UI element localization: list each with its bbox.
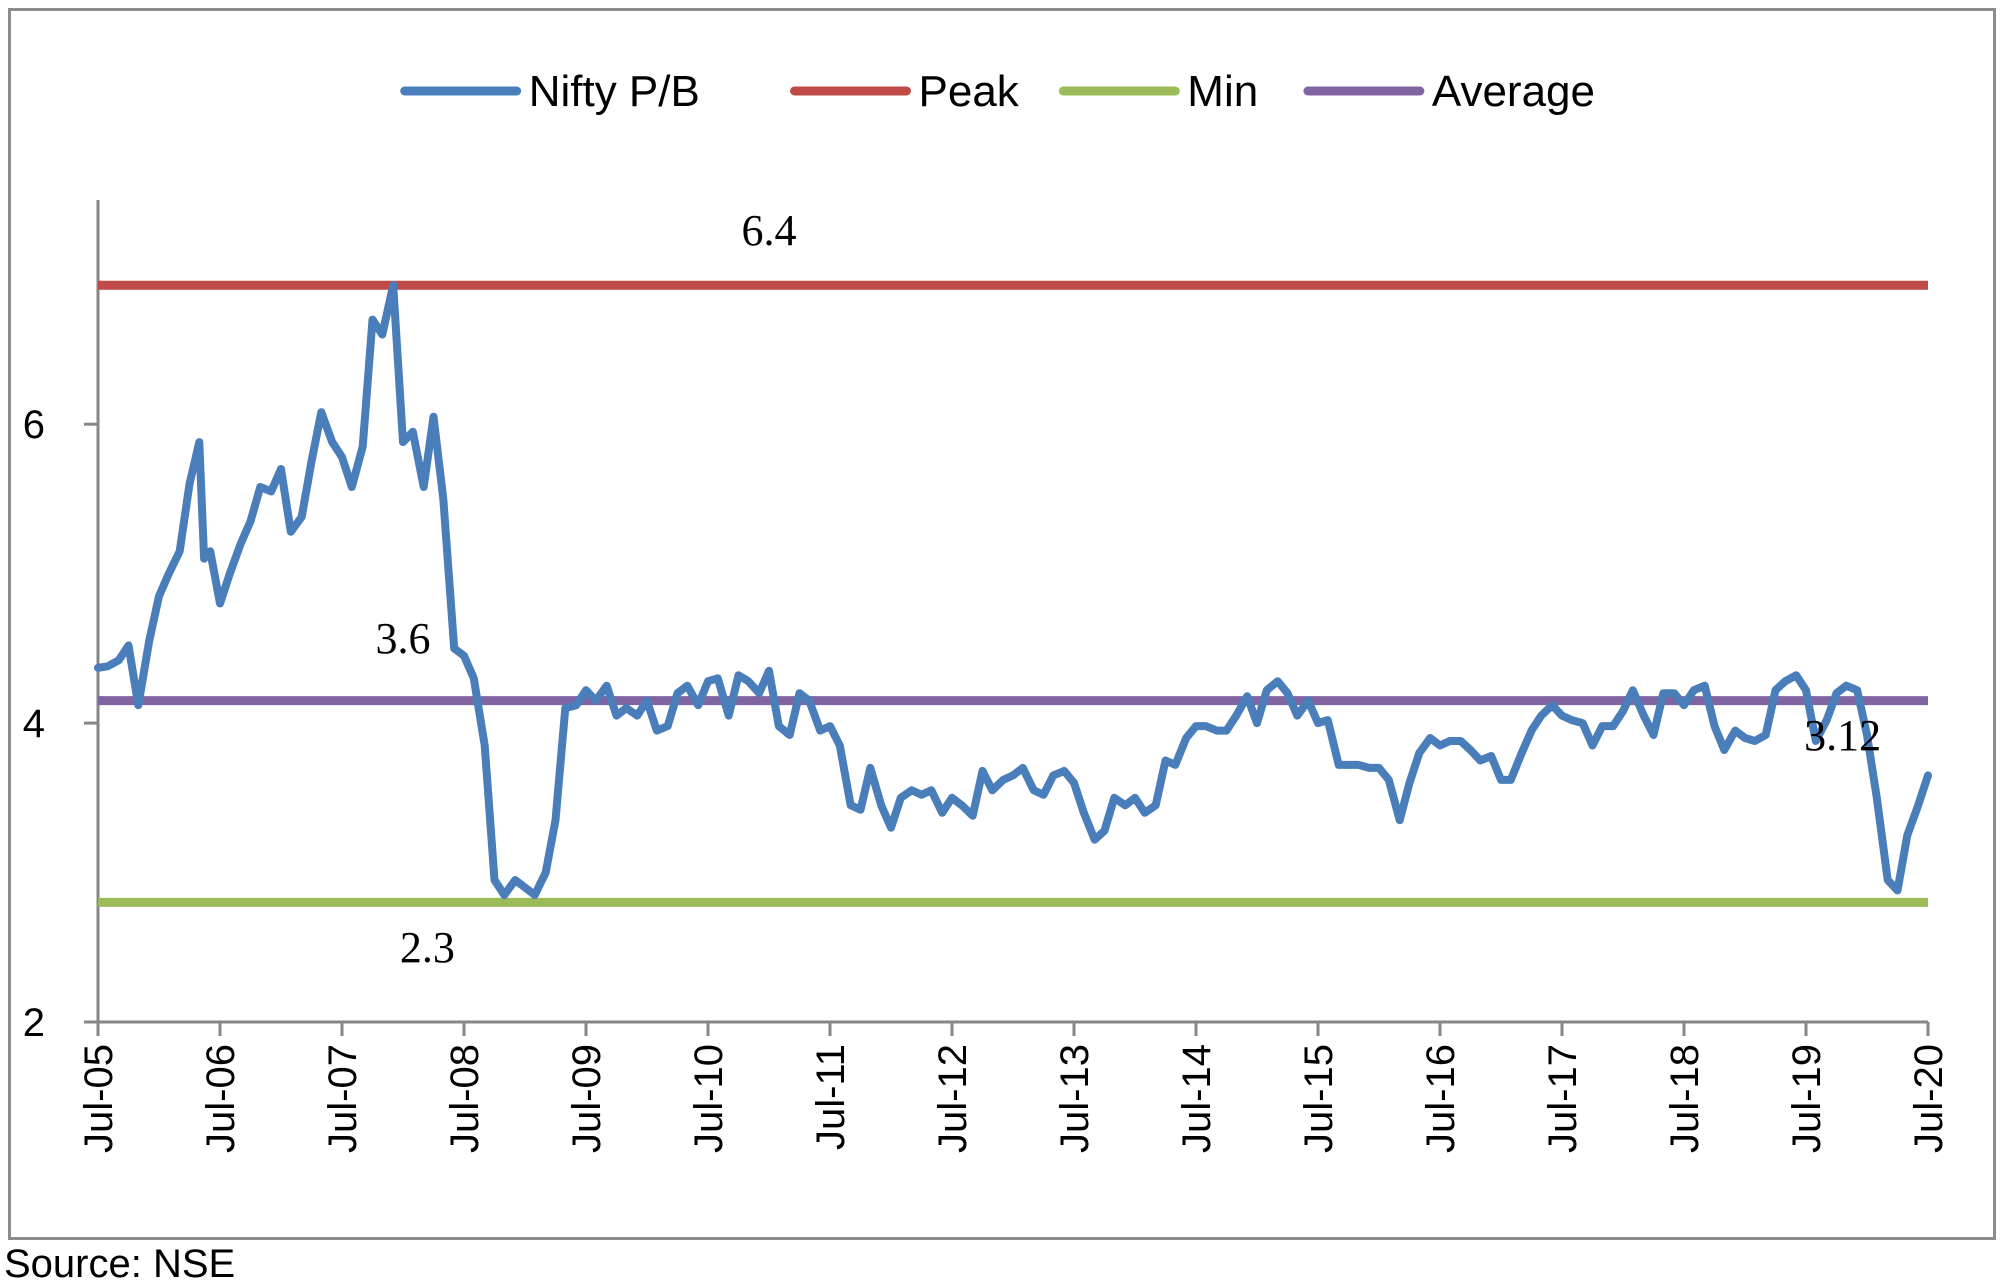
- x-tick-label: Jul-05: [77, 1044, 121, 1153]
- x-tick-label: Jul-18: [1663, 1044, 1707, 1153]
- x-tick-label: Jul-10: [687, 1044, 731, 1153]
- chart-frame: [8, 8, 1996, 1240]
- x-tick-label: Jul-09: [565, 1044, 609, 1153]
- series-line-nifty-pb: [94, 281, 1932, 899]
- y-tick-label: 6: [23, 403, 45, 447]
- x-tick-label: Jul-13: [1053, 1044, 1097, 1153]
- x-tick-label: Jul-14: [1175, 1044, 1219, 1153]
- value-annotation: 6.4: [742, 206, 797, 255]
- source-note: Source: NSE: [4, 1242, 236, 1286]
- x-tick-label: Jul-20: [1907, 1044, 1951, 1153]
- chart-svg: 2 4 6 Jul-05 Jul-06 Jul-07 Jul-08 Jul-09 Jul-10 J…: [23, 67, 1951, 1153]
- value-annotation: 2.3: [400, 923, 455, 972]
- y-tick-label: 2: [23, 1001, 45, 1045]
- value-annotation: 3.12: [1804, 711, 1881, 760]
- x-tick-label: Jul-07: [321, 1044, 365, 1153]
- x-tick-label: Jul-15: [1297, 1044, 1341, 1153]
- y-tick-label: 4: [23, 702, 45, 746]
- legend-label: Min: [1187, 67, 1258, 116]
- x-tick-label: Jul-17: [1541, 1044, 1585, 1153]
- legend-label: Average: [1432, 67, 1595, 116]
- x-tick-label: Jul-06: [199, 1044, 243, 1153]
- x-tick-label: Jul-12: [931, 1044, 975, 1153]
- legend-label: Nifty P/B: [529, 67, 700, 116]
- x-tick-label: Jul-08: [443, 1044, 487, 1153]
- x-tick-label: Jul-19: [1785, 1044, 1829, 1153]
- x-tick-label: Jul-11: [809, 1044, 853, 1150]
- value-annotation: 3.6: [376, 614, 431, 663]
- legend-label: Peak: [919, 67, 1020, 116]
- x-tick-label: Jul-16: [1419, 1044, 1463, 1153]
